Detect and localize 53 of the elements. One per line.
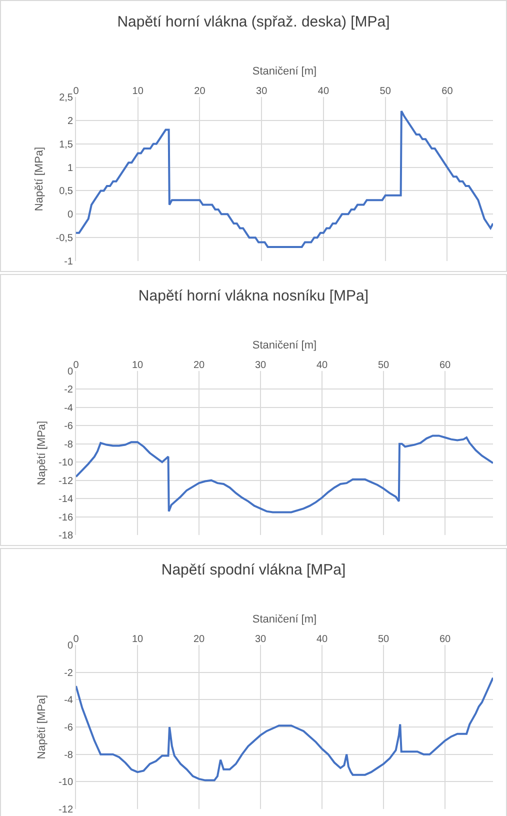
y-tick-label: -2 bbox=[64, 384, 74, 396]
x-tick-label: 50 bbox=[380, 86, 392, 97]
y-tick-label: 0,5 bbox=[59, 186, 74, 198]
x-tick-label: 60 bbox=[439, 360, 452, 371]
chart-title: Napětí horní vlákna (spřaž. deska) [MPa] bbox=[117, 13, 390, 30]
y-axis-title: Napětí [MPa] bbox=[36, 694, 48, 760]
y-tick-label: -6 bbox=[64, 722, 74, 734]
y-tick-label: -14 bbox=[58, 494, 74, 506]
chart-title: Napětí horní vlákna nosníku [MPa] bbox=[138, 287, 369, 304]
y-tick-label: -4 bbox=[64, 695, 74, 706]
x-tick-label: 60 bbox=[442, 86, 454, 97]
y-tick-label: -8 bbox=[64, 439, 74, 450]
x-tick-label: 20 bbox=[194, 86, 206, 97]
x-tick-label: 40 bbox=[316, 360, 328, 371]
line-series bbox=[76, 676, 493, 782]
y-tick-label: -8 bbox=[64, 750, 74, 761]
x-tick-label: 40 bbox=[318, 86, 330, 97]
x-tick-label: 50 bbox=[378, 634, 390, 645]
y-axis-title: Napětí [MPa] bbox=[33, 146, 46, 212]
x-axis-title: Staničení [m] bbox=[252, 614, 317, 626]
y-tick-label: 1,5 bbox=[59, 139, 74, 150]
y-tick-label: -12 bbox=[58, 804, 74, 816]
y-tick-label: -0,5 bbox=[56, 233, 74, 244]
y-tick-label: -6 bbox=[64, 421, 74, 432]
x-tick-label: 30 bbox=[254, 360, 267, 371]
x-tick-label: 40 bbox=[316, 634, 328, 645]
x-tick-label: 10 bbox=[132, 360, 144, 371]
x-tick-label: 20 bbox=[193, 360, 206, 371]
x-tick-label: 50 bbox=[378, 360, 390, 371]
y-tick-label: 2,5 bbox=[59, 92, 74, 104]
y-tick-label: -18 bbox=[58, 530, 74, 542]
chart-title: Napětí spodní vlákna [MPa] bbox=[161, 561, 346, 578]
x-tick-label: 30 bbox=[256, 86, 268, 97]
y-tick-label: -12 bbox=[58, 476, 74, 487]
x-tick-label: 20 bbox=[193, 634, 206, 645]
y-tick-label: 1 bbox=[67, 162, 74, 174]
y-tick-label: -2 bbox=[64, 668, 74, 679]
y-tick-label: -10 bbox=[58, 458, 74, 469]
y-tick-label: 0 bbox=[67, 210, 74, 221]
y-tick-label: -10 bbox=[58, 777, 74, 788]
y-tick-label: -4 bbox=[64, 402, 74, 414]
x-axis-title: Staničení [m] bbox=[252, 66, 317, 78]
x-tick-label: 10 bbox=[132, 634, 144, 645]
y-tick-label: -1 bbox=[64, 256, 74, 268]
y-axis-title: Napětí [MPa] bbox=[36, 420, 48, 486]
line-series bbox=[76, 110, 493, 248]
y-tick-label: 2 bbox=[67, 116, 74, 127]
x-axis-title: Staničení [m] bbox=[252, 340, 317, 352]
y-tick-label: -16 bbox=[58, 512, 74, 524]
x-tick-label: 10 bbox=[132, 86, 144, 97]
x-tick-label: 30 bbox=[254, 634, 267, 645]
line-series bbox=[76, 434, 493, 514]
x-tick-label: 60 bbox=[439, 634, 452, 645]
